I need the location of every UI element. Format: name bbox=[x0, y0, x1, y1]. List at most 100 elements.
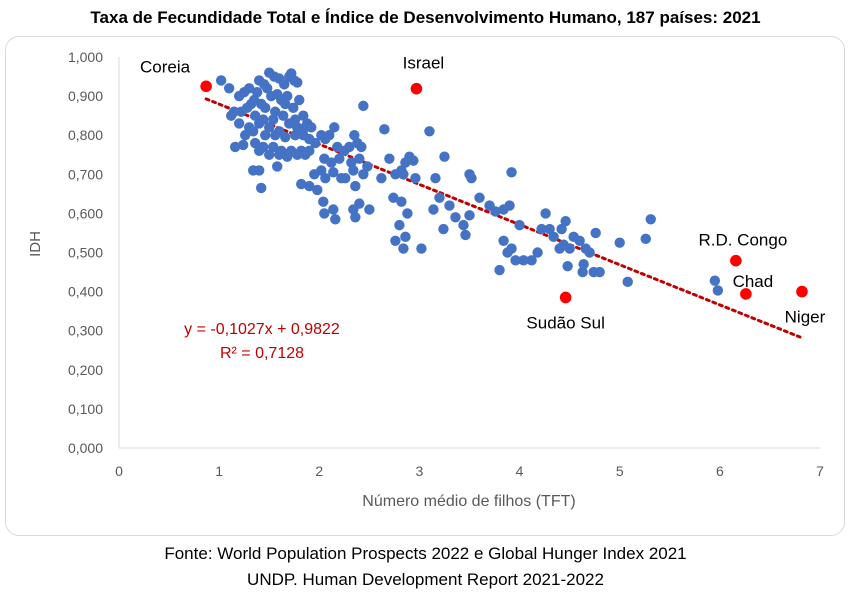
data-point bbox=[594, 266, 605, 278]
highlight-point bbox=[559, 291, 572, 304]
data-point bbox=[498, 235, 509, 246]
y-tick-label: 0,700 bbox=[68, 166, 103, 182]
data-point bbox=[324, 130, 335, 141]
y-tick-label: 0,900 bbox=[68, 88, 103, 104]
highlight-point bbox=[796, 285, 808, 298]
data-point bbox=[274, 149, 285, 160]
data-point bbox=[260, 102, 271, 114]
data-point bbox=[279, 79, 290, 90]
data-point bbox=[278, 110, 289, 121]
data-point bbox=[474, 192, 485, 203]
data-point bbox=[400, 231, 411, 243]
data-point bbox=[346, 157, 357, 168]
data-point bbox=[350, 212, 361, 223]
highlight-label: R.D. Congo bbox=[698, 231, 787, 250]
x-tick-label: 3 bbox=[416, 463, 424, 479]
y-tick-label: 0,100 bbox=[68, 401, 103, 417]
data-point bbox=[292, 122, 303, 133]
data-point bbox=[272, 161, 283, 172]
data-point bbox=[310, 137, 321, 149]
data-point bbox=[564, 243, 575, 254]
x-tick-label: 5 bbox=[616, 463, 624, 479]
data-point bbox=[398, 243, 409, 254]
data-point bbox=[712, 285, 724, 296]
data-point bbox=[709, 275, 721, 286]
y-tick-label: 0,400 bbox=[68, 284, 103, 300]
data-point bbox=[306, 122, 317, 133]
x-tick-label: 2 bbox=[315, 463, 323, 479]
highlight-point bbox=[730, 254, 742, 267]
data-point bbox=[312, 184, 323, 196]
data-point bbox=[358, 169, 369, 180]
y-tick-label: 0,000 bbox=[68, 440, 103, 456]
trendline-r2: R² = 0,7128 bbox=[220, 345, 304, 362]
data-point bbox=[249, 137, 261, 149]
data-point bbox=[256, 182, 267, 194]
data-point bbox=[514, 219, 525, 231]
data-point bbox=[284, 118, 295, 129]
data-point bbox=[356, 141, 367, 153]
x-axis-label: Número médio de filhos (TFT) bbox=[362, 493, 575, 510]
data-point bbox=[504, 200, 515, 211]
data-point bbox=[344, 141, 355, 153]
y-tick-label: 0,800 bbox=[68, 127, 103, 143]
data-point bbox=[584, 247, 595, 258]
source-line-1: Fonte: World Population Prospects 2022 e… bbox=[164, 544, 687, 563]
data-point bbox=[326, 157, 337, 168]
data-points bbox=[215, 67, 724, 296]
chart-title: Taxa de Fecundidade Total e Índice de De… bbox=[90, 8, 761, 27]
data-point bbox=[233, 118, 245, 129]
chart-frame bbox=[5, 36, 845, 536]
data-point bbox=[354, 153, 365, 164]
data-point bbox=[292, 149, 303, 160]
data-point bbox=[390, 235, 401, 246]
data-point bbox=[350, 180, 361, 192]
data-point bbox=[410, 173, 421, 184]
data-point bbox=[282, 151, 293, 162]
data-point bbox=[318, 196, 329, 207]
data-point bbox=[328, 167, 339, 178]
data-point bbox=[562, 260, 573, 272]
data-point bbox=[280, 98, 291, 110]
data-point bbox=[223, 83, 235, 94]
data-point bbox=[424, 126, 435, 137]
data-point bbox=[270, 130, 281, 141]
data-point bbox=[544, 223, 555, 235]
data-point bbox=[243, 83, 255, 94]
x-tick-label: 7 bbox=[816, 463, 824, 479]
data-point bbox=[225, 110, 237, 121]
data-point bbox=[590, 227, 601, 239]
data-point bbox=[450, 212, 461, 223]
data-point bbox=[340, 173, 351, 184]
data-point bbox=[262, 83, 273, 94]
data-point bbox=[540, 208, 551, 219]
data-point bbox=[439, 151, 450, 162]
data-point bbox=[292, 77, 303, 88]
data-point bbox=[290, 130, 301, 141]
y-tick-label: 0,200 bbox=[68, 362, 103, 378]
data-point bbox=[237, 139, 249, 151]
y-tick-label: 0,300 bbox=[68, 323, 103, 339]
data-point bbox=[264, 122, 275, 133]
data-point bbox=[239, 130, 251, 141]
data-point bbox=[466, 173, 477, 184]
data-point bbox=[379, 124, 390, 135]
data-point bbox=[304, 180, 315, 192]
x-tick-label: 4 bbox=[516, 463, 524, 479]
y-tick-label: 1,000 bbox=[68, 49, 103, 65]
source-line-2: UNDP. Human Development Report 2021-2022 bbox=[247, 570, 604, 589]
data-point bbox=[320, 173, 331, 184]
data-point bbox=[460, 229, 471, 241]
data-point bbox=[329, 122, 340, 133]
y-tick-label: 0,600 bbox=[68, 205, 103, 221]
data-point bbox=[398, 169, 409, 180]
data-point bbox=[622, 276, 633, 288]
data-point bbox=[536, 223, 547, 235]
data-point bbox=[394, 219, 405, 231]
highlight-label: Israel bbox=[403, 54, 445, 73]
data-point bbox=[490, 206, 501, 217]
data-point bbox=[215, 75, 227, 86]
data-point bbox=[614, 237, 625, 248]
data-point bbox=[296, 178, 307, 190]
data-point bbox=[645, 214, 656, 225]
